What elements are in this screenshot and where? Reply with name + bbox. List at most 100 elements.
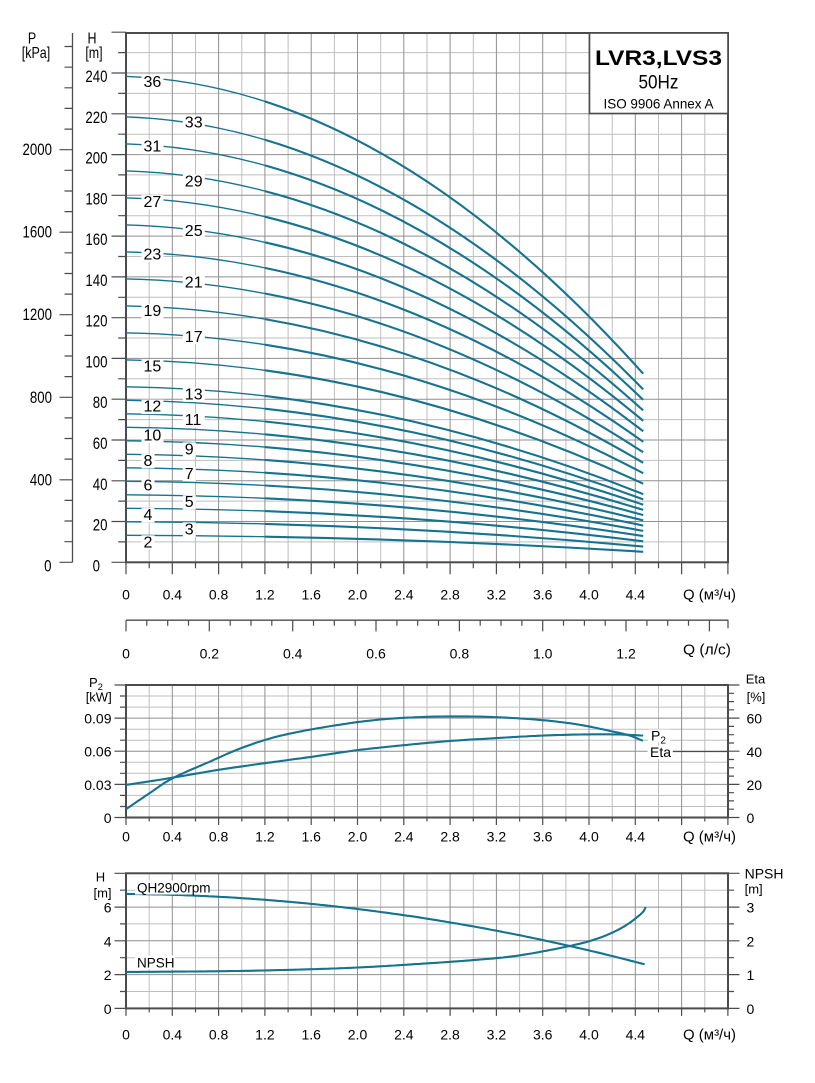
svg-text:240: 240: [85, 68, 107, 87]
svg-text:2.8: 2.8: [440, 587, 460, 603]
svg-text:800: 800: [30, 388, 52, 407]
svg-text:27: 27: [144, 194, 162, 211]
svg-text:LVR3,LVS3: LVR3,LVS3: [595, 46, 722, 70]
svg-text:[kPa]: [kPa]: [22, 45, 50, 63]
svg-text:0: 0: [747, 810, 755, 826]
svg-text:140: 140: [85, 271, 107, 290]
svg-text:0: 0: [122, 829, 130, 845]
svg-text:Q (м³/ч): Q (м³/ч): [683, 1028, 736, 1044]
svg-text:6: 6: [144, 477, 153, 494]
svg-text:1.0: 1.0: [533, 646, 553, 662]
svg-text:0: 0: [747, 1001, 755, 1017]
svg-text:36: 36: [144, 74, 162, 91]
svg-text:200: 200: [85, 149, 107, 168]
svg-text:20: 20: [747, 777, 763, 793]
svg-text:3.6: 3.6: [533, 1027, 553, 1043]
svg-text:0: 0: [122, 646, 130, 662]
svg-text:1.6: 1.6: [301, 587, 321, 603]
svg-text:31: 31: [144, 139, 162, 156]
svg-text:19: 19: [144, 303, 162, 320]
svg-text:25: 25: [185, 223, 203, 240]
svg-text:33: 33: [185, 115, 203, 132]
svg-text:10: 10: [144, 428, 162, 445]
svg-text:2.0: 2.0: [348, 1027, 368, 1043]
svg-text:[m]: [m]: [85, 45, 102, 63]
svg-text:0: 0: [122, 587, 130, 603]
svg-text:60: 60: [93, 435, 108, 454]
svg-text:0.03: 0.03: [84, 777, 111, 793]
svg-text:17: 17: [185, 329, 203, 346]
svg-text:160: 160: [85, 231, 107, 250]
svg-text:40: 40: [747, 744, 763, 760]
svg-text:80: 80: [93, 394, 108, 413]
svg-text:2.0: 2.0: [348, 829, 368, 845]
svg-text:0: 0: [104, 1001, 112, 1017]
svg-text:2.8: 2.8: [440, 829, 460, 845]
svg-text:[%]: [%]: [747, 690, 766, 705]
svg-text:0.2: 0.2: [200, 646, 220, 662]
svg-text:[m]: [m]: [745, 882, 763, 897]
svg-text:3.2: 3.2: [487, 587, 507, 603]
svg-text:0.06: 0.06: [84, 744, 111, 760]
svg-text:13: 13: [185, 386, 203, 403]
svg-text:P: P: [28, 30, 36, 48]
svg-text:50Hz: 50Hz: [639, 72, 679, 94]
svg-text:120: 120: [85, 312, 107, 331]
svg-text:40: 40: [93, 475, 108, 494]
svg-text:180: 180: [85, 190, 107, 209]
svg-text:1.2: 1.2: [616, 646, 636, 662]
svg-text:2: 2: [104, 967, 112, 983]
svg-text:Q (м³/ч): Q (м³/ч): [683, 588, 736, 604]
svg-text:2000: 2000: [23, 141, 52, 160]
svg-text:2.8: 2.8: [440, 1027, 460, 1043]
svg-text:0: 0: [104, 810, 112, 826]
svg-text:9: 9: [185, 441, 194, 458]
svg-text:4.4: 4.4: [626, 1027, 646, 1043]
svg-text:4.0: 4.0: [579, 1027, 599, 1043]
svg-text:Eta: Eta: [650, 744, 671, 760]
svg-text:2: 2: [144, 534, 153, 551]
svg-text:0.6: 0.6: [366, 646, 386, 662]
svg-text:220: 220: [85, 108, 107, 127]
svg-text:0.4: 0.4: [163, 1027, 183, 1043]
svg-text:1.6: 1.6: [301, 1027, 321, 1043]
svg-text:1.2: 1.2: [255, 829, 275, 845]
svg-text:0.8: 0.8: [209, 1027, 229, 1043]
svg-text:4.0: 4.0: [579, 829, 599, 845]
svg-text:0.4: 0.4: [283, 646, 303, 662]
svg-text:60: 60: [747, 711, 763, 727]
svg-text:NPSH: NPSH: [745, 866, 784, 882]
svg-text:400: 400: [30, 471, 52, 490]
svg-text:1.2: 1.2: [255, 1027, 275, 1043]
svg-text:Q (м³/ч): Q (м³/ч): [683, 830, 736, 846]
svg-text:[kW]: [kW]: [86, 690, 112, 705]
svg-text:ISO 9906 Annex A: ISO 9906 Annex A: [604, 96, 715, 112]
svg-text:11: 11: [185, 412, 202, 429]
svg-text:0.8: 0.8: [450, 646, 470, 662]
svg-text:23: 23: [144, 247, 162, 264]
svg-text:0.8: 0.8: [209, 587, 229, 603]
svg-text:2.4: 2.4: [394, 829, 414, 845]
svg-text:3.2: 3.2: [487, 1027, 507, 1043]
svg-text:0.4: 0.4: [163, 587, 183, 603]
svg-text:H: H: [87, 30, 96, 48]
svg-text:3.2: 3.2: [487, 829, 507, 845]
svg-text:4.0: 4.0: [579, 587, 599, 603]
svg-text:1200: 1200: [23, 306, 52, 325]
svg-text:3: 3: [747, 900, 755, 916]
svg-text:4.4: 4.4: [626, 587, 646, 603]
svg-text:12: 12: [144, 399, 162, 416]
svg-text:2: 2: [747, 933, 755, 949]
svg-text:0.8: 0.8: [209, 829, 229, 845]
svg-text:H: H: [96, 870, 105, 885]
svg-text:21: 21: [185, 275, 203, 292]
svg-text:0: 0: [122, 1027, 130, 1043]
svg-text:1.2: 1.2: [255, 587, 275, 603]
svg-text:100: 100: [85, 353, 107, 372]
svg-text:3.6: 3.6: [533, 829, 553, 845]
svg-text:6: 6: [104, 900, 112, 916]
svg-text:7: 7: [185, 466, 194, 483]
svg-text:20: 20: [93, 516, 108, 535]
svg-text:3.6: 3.6: [533, 587, 553, 603]
svg-text:4: 4: [144, 507, 153, 524]
